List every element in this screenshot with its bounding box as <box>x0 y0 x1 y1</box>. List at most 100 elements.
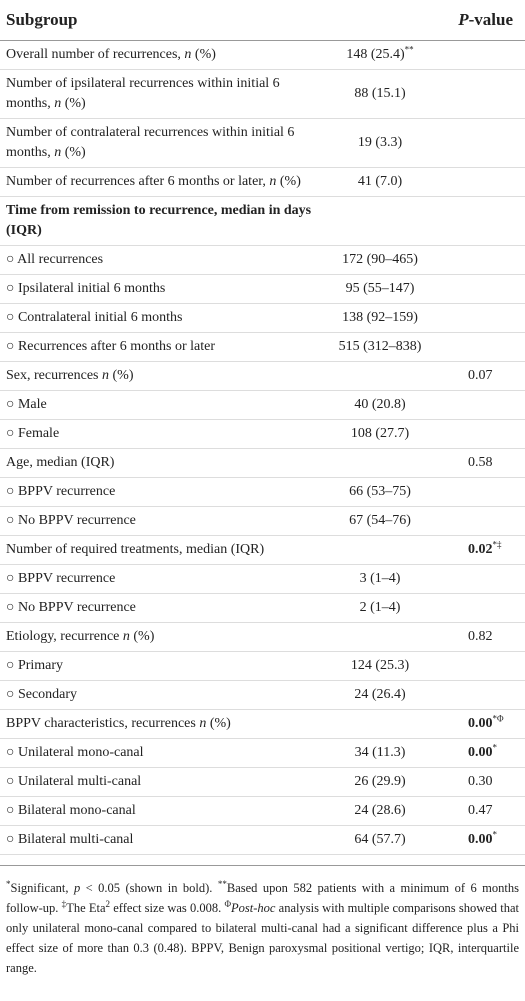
value-cell: 64 (57.7) <box>320 825 440 855</box>
value-cell: 95 (55–147) <box>320 274 440 304</box>
p-value-cell: 0.00*Φ <box>440 709 525 739</box>
table-row: Etiology, recurrence n (%) 0.82 <box>0 622 525 652</box>
value-cell: 40 (20.8) <box>320 390 440 420</box>
text-segment: 3 (1–4) <box>359 571 401 586</box>
subgroup-cell: Number of ipsilateral recurrences within… <box>0 69 320 119</box>
text-segment: Time from remission to recurrence, media… <box>6 203 312 238</box>
table-row: ○ All recurrences 172 (90–465) <box>0 245 525 275</box>
subgroup-cell: ○ BPPV recurrence <box>0 477 320 507</box>
p-value-cell <box>440 69 525 119</box>
text-segment: ○ No BPPV recurrence <box>6 513 136 528</box>
text-segment: ○ Contralateral initial 6 months <box>6 310 183 325</box>
text-segment: n <box>199 716 207 731</box>
text-segment: ○ Recurrences after 6 months or later <box>6 339 216 354</box>
text-segment: ** <box>217 878 227 889</box>
text-segment: P <box>458 10 469 29</box>
text-segment: -value <box>468 10 513 29</box>
text-segment: 108 (27.7) <box>350 426 410 441</box>
subgroup-cell: ○ Unilateral multi-canal <box>0 767 320 797</box>
p-value-cell <box>440 593 525 623</box>
text-segment: 0.02 <box>468 542 493 557</box>
subgroup-cell: ○ Secondary <box>0 680 320 710</box>
subgroup-cell: ○ Ipsilateral initial 6 months <box>0 274 320 304</box>
p-value-cell <box>440 303 525 333</box>
footnote: *Significant, p < 0.05 (shown in bold). … <box>0 865 525 978</box>
text-segment: ○ Primary <box>6 658 64 673</box>
text-segment: Age, median (IQR) <box>6 455 115 470</box>
text-segment: The Eta <box>66 901 106 915</box>
subgroup-cell: ○ All recurrences <box>0 245 320 275</box>
value-cell <box>320 622 440 652</box>
value-cell: 3 (1–4) <box>320 564 440 594</box>
value-cell: 138 (92–159) <box>320 303 440 333</box>
text-segment: ○ Secondary <box>6 687 78 702</box>
text-segment: n <box>122 629 130 644</box>
p-value-cell: 0.02*‡ <box>440 535 525 565</box>
value-cell: 148 (25.4)** <box>320 40 440 70</box>
text-segment: ○ BPPV recurrence <box>6 571 116 586</box>
text-segment: 0.00 <box>468 745 493 760</box>
subgroup-cell: ○ Bilateral mono-canal <box>0 796 320 826</box>
value-cell: 41 (7.0) <box>320 167 440 197</box>
text-segment: 2 <box>105 898 111 909</box>
text-segment: ○ Bilateral mono-canal <box>6 803 136 818</box>
text-segment: 0.00 <box>468 832 493 847</box>
table-row: ○ BPPV recurrence 3 (1–4) <box>0 564 525 594</box>
table-row: ○ Recurrences after 6 months or later 515… <box>0 332 525 362</box>
text-segment: 64 (57.7) <box>354 832 406 847</box>
table-row: Sex, recurrences n (%) 0.07 <box>0 361 525 391</box>
subgroup-cell: Etiology, recurrence n (%) <box>0 622 320 652</box>
text-segment: Number of recurrences after 6 months or … <box>6 174 270 189</box>
value-cell: 24 (28.6) <box>320 796 440 826</box>
text-segment: 24 (28.6) <box>354 803 406 818</box>
p-value-cell <box>440 419 525 449</box>
text-segment: p <box>73 881 81 895</box>
table-row: ○ Bilateral multi-canal 64 (57.7) 0.00* <box>0 825 525 855</box>
value-cell: 515 (312–838) <box>320 332 440 362</box>
subgroup-cell: Sex, recurrences n (%) <box>0 361 320 391</box>
subgroup-cell: Age, median (IQR) <box>0 448 320 478</box>
table-row: Number of required treatments, median (I… <box>0 535 525 565</box>
subgroup-cell: Overall number of recurrences, n (%) <box>0 40 320 70</box>
text-segment: 2 (1–4) <box>359 600 401 615</box>
text-segment: effect size was 0.008. <box>110 901 225 915</box>
text-segment: (%) <box>129 629 155 644</box>
text-segment: Based upon 582 patients with a minimum o… <box>6 881 519 915</box>
subgroup-cell: BPPV characteristics, recurrences n (%) <box>0 709 320 739</box>
p-value-cell: 0.07 <box>440 361 525 391</box>
text-segment: 34 (11.3) <box>354 745 406 760</box>
text-segment: Subgroup <box>6 10 78 29</box>
table-row: Number of recurrences after 6 months or … <box>0 167 525 197</box>
table-row: ○ Contralateral initial 6 months 138 (92–… <box>0 303 525 333</box>
p-value-cell <box>440 564 525 594</box>
text-segment: 88 (15.1) <box>354 86 406 101</box>
p-value-cell <box>440 274 525 304</box>
text-segment: Number of contralateral recurrences with… <box>6 125 295 160</box>
text-segment: *‡ <box>492 539 502 550</box>
text-segment: < 0.05 (shown in bold). <box>80 881 218 895</box>
subgroup-cell: ○ Bilateral multi-canal <box>0 825 320 855</box>
text-segment: n <box>102 368 110 383</box>
text-segment: * <box>6 878 11 889</box>
text-segment: 66 (53–75) <box>349 484 411 499</box>
value-cell: 124 (25.3) <box>320 651 440 681</box>
subgroup-cell: ○ No BPPV recurrence <box>0 593 320 623</box>
p-value-cell <box>440 332 525 362</box>
value-cell: 108 (27.7) <box>320 419 440 449</box>
text-segment: 0.82 <box>468 629 493 644</box>
text-segment: * <box>492 742 498 753</box>
table-row: Age, median (IQR) 0.58 <box>0 448 525 478</box>
subgroup-cell: ○ Unilateral mono-canal <box>0 738 320 768</box>
table-row: ○ No BPPV recurrence 2 (1–4) <box>0 593 525 623</box>
subgroup-cell: Number of recurrences after 6 months or … <box>0 167 320 197</box>
text-segment: 95 (55–147) <box>345 281 415 296</box>
p-value-cell: 0.58 <box>440 448 525 478</box>
subgroup-cell: Number of required treatments, median (I… <box>0 535 320 565</box>
text-segment: Number of required treatments, median (I… <box>6 542 265 557</box>
value-cell <box>320 196 440 246</box>
value-cell: 34 (11.3) <box>320 738 440 768</box>
p-value-cell: 0.00* <box>440 738 525 768</box>
text-segment: ○ Ipsilateral initial 6 months <box>6 281 166 296</box>
text-segment: 0.58 <box>468 455 493 470</box>
text-segment: ○ No BPPV recurrence <box>6 600 136 615</box>
